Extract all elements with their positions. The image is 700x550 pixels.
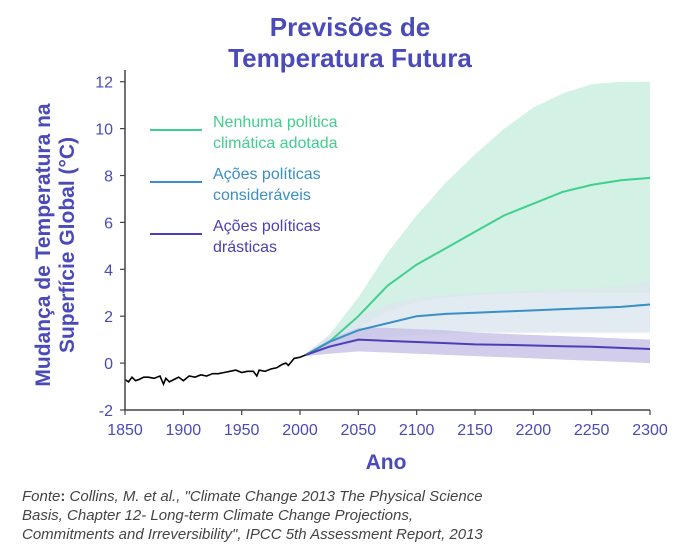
historical-line xyxy=(124,354,307,387)
x-tick-label: 2300 xyxy=(632,422,668,439)
y-tick-label: -2 xyxy=(99,403,113,420)
series-line-3 xyxy=(305,338,651,356)
x-tick-label: 2050 xyxy=(341,422,377,439)
legend-label-3-line-2: drásticas xyxy=(213,239,277,256)
x-tick-label: 1900 xyxy=(166,422,202,439)
source-citation: Fonte: Collins, M. et al., "Climate Chan… xyxy=(22,487,682,544)
x-tick-label: 2000 xyxy=(282,422,318,439)
y-axis-label: Mudança de Temperatura na Superfície Glo… xyxy=(32,103,79,387)
x-tick-label: 2150 xyxy=(457,422,493,439)
temperature-chart: -2 0 2 4 6 8 10 12 1850 1900 1950 2000 2050 2100 2150 2… xyxy=(32,70,668,474)
series-line-1 xyxy=(305,176,651,356)
source-line-2: Basis, Chapter 12- Long-term Climate Cha… xyxy=(22,507,414,524)
uncertainty-bands xyxy=(305,81,650,364)
x-tick-label: 2100 xyxy=(399,422,435,439)
uncertainty-band-1 xyxy=(305,81,650,357)
x-tick-label: 2250 xyxy=(574,422,610,439)
legend-label-3-line-1: Ações políticas xyxy=(213,218,321,235)
x-tick-label: 1850 xyxy=(107,422,143,439)
legend-label-1-line-2: climática adotada xyxy=(213,135,338,152)
y-tick-label: 0 xyxy=(104,356,113,373)
legend-label-1-line-1: Nenhuma política xyxy=(213,114,338,131)
uncertainty-band-3 xyxy=(305,327,650,364)
y-tick-label: 6 xyxy=(104,215,113,232)
source-prefix: Fonte xyxy=(22,488,61,505)
x-axis-label: Ano xyxy=(366,451,407,474)
chart-title-line-2: Temperatura Futura xyxy=(228,43,472,73)
y-axis-label-line-1: Mudança de Temperatura na xyxy=(32,103,55,387)
uncertainty-band-2 xyxy=(305,281,650,357)
series-lines xyxy=(124,176,651,387)
source-line-3: Commitments and Irreversibility", IPCC 5… xyxy=(22,526,483,543)
chart-title-line-1: Previsões de xyxy=(269,12,431,42)
legend-label-2-line-2: consideráveis xyxy=(213,187,311,204)
x-tick-label: 1950 xyxy=(224,422,260,439)
chart-title: Previsões de Temperatura Futura xyxy=(0,12,700,74)
y-axis-label-line-2: Superfície Global (°C) xyxy=(56,137,79,353)
source-colon: : xyxy=(60,488,66,505)
y-tick-label: 8 xyxy=(104,169,113,186)
y-tick-label: 4 xyxy=(104,262,113,279)
y-tick-label: 10 xyxy=(95,122,113,139)
legend: Nenhuma política climática adotada Ações p… xyxy=(150,114,338,256)
series-line-2 xyxy=(305,303,651,356)
y-tick-label: 12 xyxy=(95,75,113,92)
y-tick-label: 2 xyxy=(104,309,113,326)
legend-label-2-line-1: Ações políticas xyxy=(213,166,321,183)
axes: -2 0 2 4 6 8 10 12 1850 1900 1950 2000 2050 2100 2150 2… xyxy=(95,70,668,439)
source-line-1: Collins, M. et al., "Climate Change 2013… xyxy=(65,488,483,505)
x-tick-label: 2200 xyxy=(516,422,552,439)
